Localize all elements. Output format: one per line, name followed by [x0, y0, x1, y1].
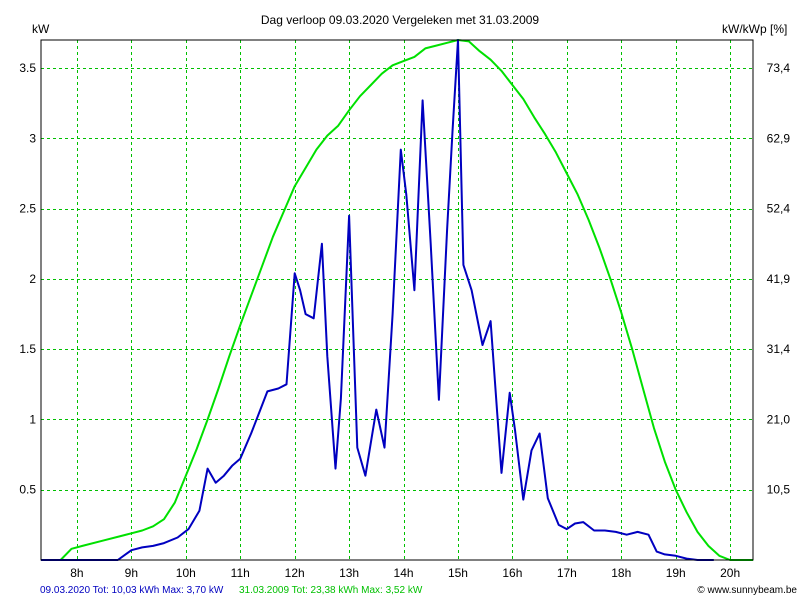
- y-tick-label-left: 2.5: [19, 202, 36, 216]
- axis-ticks: 8h 9h 10h 11h 12h 13h 14h 15h 16h 17h 18h 19h 20h 0.5…: [19, 61, 790, 580]
- watermark: © www.sunnybeam.be: [697, 585, 797, 596]
- series-layer: [41, 39, 753, 561]
- plot-frame: [40, 39, 754, 561]
- x-tick-label: 19h: [666, 566, 686, 580]
- y-axis-left-label: kW: [32, 22, 50, 36]
- x-tick-label: 13h: [339, 566, 359, 580]
- y-tick-label-right: 73,4: [767, 61, 791, 75]
- y-tick-label-left: 1: [29, 412, 36, 426]
- grid: [41, 40, 753, 560]
- legend-series-2: 31.03.2009 Tot: 23,38 kWh Max: 3,52 kW: [239, 585, 423, 596]
- x-tick-label: 18h: [611, 566, 631, 580]
- y-tick-label-right: 41,9: [767, 272, 791, 286]
- y-axis-right-label: kW/kWp [%]: [722, 22, 787, 36]
- y-tick-label-left: 2: [29, 272, 36, 286]
- x-tick-label: 9h: [125, 566, 138, 580]
- y-tick-label-left: 3: [29, 131, 36, 145]
- y-tick-label-left: 3.5: [19, 61, 36, 75]
- y-tick-label-left: 1.5: [19, 342, 36, 356]
- y-tick-label-right: 10,5: [767, 483, 791, 497]
- x-tick-label: 10h: [176, 566, 196, 580]
- chart-title: Dag verloop 09.03.2020 Vergeleken met 31…: [261, 13, 540, 27]
- x-tick-label: 12h: [285, 566, 305, 580]
- y-tick-label-left: 0.5: [19, 483, 36, 497]
- y-tick-label-right: 31,4: [767, 342, 791, 356]
- y-tick-label-right: 62,9: [767, 131, 791, 145]
- x-tick-label: 15h: [448, 566, 468, 580]
- legend-series-1: 09.03.2020 Tot: 10,03 kWh Max: 3,70 kW: [40, 585, 224, 596]
- x-tick-label: 16h: [502, 566, 522, 580]
- y-tick-label-right: 52,4: [767, 202, 791, 216]
- y-tick-label-right: 21,0: [767, 412, 791, 426]
- x-tick-label: 14h: [394, 566, 414, 580]
- x-tick-label: 8h: [70, 566, 83, 580]
- x-tick-label: 17h: [557, 566, 577, 580]
- series-line-2: [41, 39, 753, 561]
- x-tick-label: 11h: [231, 566, 250, 580]
- x-tick-label: 20h: [720, 566, 740, 580]
- series-line-1: [41, 39, 714, 561]
